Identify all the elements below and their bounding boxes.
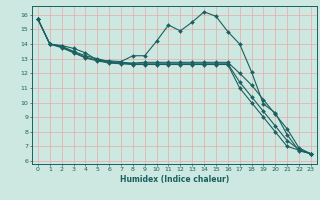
X-axis label: Humidex (Indice chaleur): Humidex (Indice chaleur) [120,175,229,184]
